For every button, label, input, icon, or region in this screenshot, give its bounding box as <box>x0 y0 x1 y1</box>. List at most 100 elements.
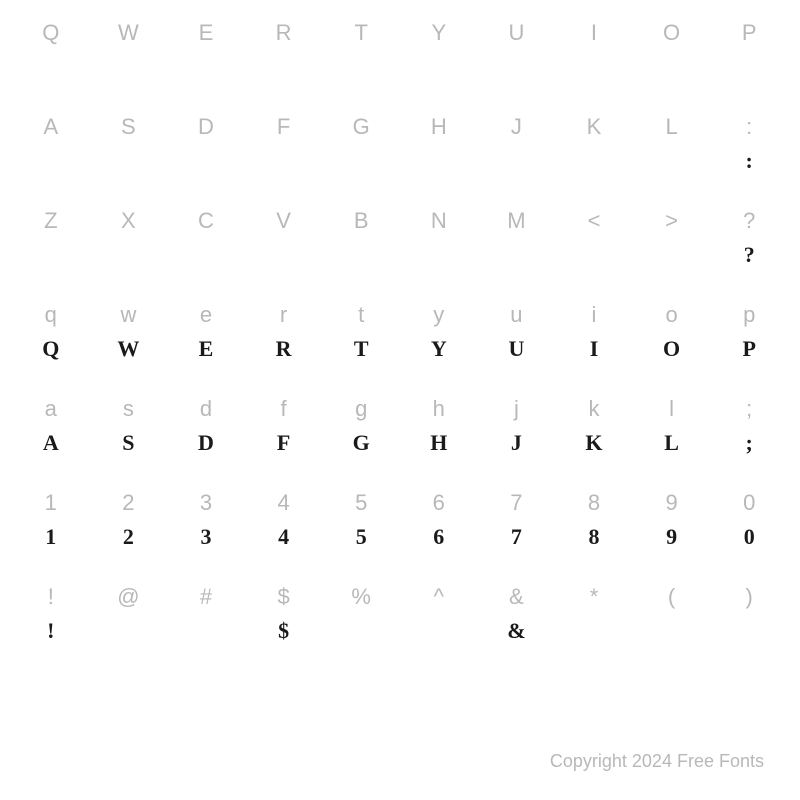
key-label: r <box>280 302 287 328</box>
key-label: O <box>663 20 680 46</box>
glyph: U <box>508 336 524 362</box>
key-label: J <box>511 114 522 140</box>
key-label: ! <box>48 584 54 610</box>
key-label: X <box>121 208 136 234</box>
key-row: qwertyuiop <box>0 288 800 332</box>
key-label: 8 <box>588 490 600 516</box>
glyph: I <box>590 336 599 362</box>
key-label: ( <box>668 584 675 610</box>
glyph: D <box>198 430 214 456</box>
key-label: 5 <box>355 490 367 516</box>
key-label: W <box>118 20 139 46</box>
key-label: Q <box>42 20 59 46</box>
glyph: 9 <box>666 524 677 550</box>
glyph: L <box>664 430 679 456</box>
glyph: ; <box>746 430 753 456</box>
key-label: s <box>123 396 134 422</box>
glyph: 4 <box>278 524 289 550</box>
glyph: T <box>354 336 369 362</box>
key-label: y <box>433 302 444 328</box>
key-label: < <box>588 208 601 234</box>
glyph-row: 1234567890 <box>0 520 800 568</box>
character-map: QWERTYUIOPASDFGHJKL::ZXCVBNM<>??qwertyui… <box>0 0 800 662</box>
glyph-row: ASDFGHJKL; <box>0 426 800 474</box>
key-label: l <box>669 396 674 422</box>
key-label: ^ <box>434 584 444 610</box>
key-label: V <box>276 208 291 234</box>
key-label: ) <box>746 584 753 610</box>
key-label: 9 <box>665 490 677 516</box>
key-label: w <box>120 302 136 328</box>
key-label: @ <box>117 584 139 610</box>
glyph: ? <box>744 242 755 268</box>
key-label: 4 <box>277 490 289 516</box>
key-row: Z X C V B N M < >? <box>0 194 800 238</box>
key-label: L <box>665 114 677 140</box>
glyph-row: ? <box>0 238 800 286</box>
key-label: H <box>431 114 447 140</box>
key-label: % <box>351 584 371 610</box>
key-label: Y <box>431 20 446 46</box>
glyph: : <box>746 148 753 174</box>
key-label: d <box>200 396 212 422</box>
glyph: 1 <box>45 524 56 550</box>
copyright-footer: Copyright 2024 Free Fonts <box>550 751 764 772</box>
key-label: G <box>353 114 370 140</box>
glyph: F <box>277 430 290 456</box>
key-label: I <box>591 20 597 46</box>
glyph: P <box>742 336 755 362</box>
key-label: T <box>354 20 367 46</box>
key-label: : <box>746 114 752 140</box>
key-label: k <box>588 396 599 422</box>
glyph: A <box>43 430 59 456</box>
key-label: * <box>590 584 599 610</box>
key-label: f <box>281 396 287 422</box>
key-label: o <box>665 302 677 328</box>
key-label: F <box>277 114 290 140</box>
glyph-row: !$& <box>0 614 800 662</box>
glyph: $ <box>278 618 289 644</box>
key-label: 2 <box>122 490 134 516</box>
glyph-row: : <box>0 144 800 192</box>
glyph: 7 <box>511 524 522 550</box>
key-label: B <box>354 208 369 234</box>
key-label: K <box>587 114 602 140</box>
key-label: U <box>508 20 524 46</box>
key-label: 6 <box>433 490 445 516</box>
key-label: P <box>742 20 757 46</box>
key-label: p <box>743 302 755 328</box>
key-label: q <box>45 302 57 328</box>
key-label: i <box>592 302 597 328</box>
glyph: S <box>122 430 134 456</box>
key-row: 1234567890 <box>0 476 800 520</box>
glyph: Q <box>42 336 59 362</box>
key-label: > <box>665 208 678 234</box>
glyph: E <box>199 336 214 362</box>
key-label: $ <box>277 584 289 610</box>
key-label: S <box>121 114 136 140</box>
key-label: 1 <box>45 490 57 516</box>
glyph: 0 <box>744 524 755 550</box>
key-label: A <box>43 114 58 140</box>
key-row: QWERTYUIOP <box>0 6 800 50</box>
key-label: h <box>433 396 445 422</box>
key-row: ASDFGHJKL: <box>0 100 800 144</box>
glyph: G <box>353 430 370 456</box>
glyph: ! <box>47 618 54 644</box>
key-label: N <box>431 208 447 234</box>
glyph: W <box>117 336 139 362</box>
key-label: R <box>276 20 292 46</box>
key-label: Z <box>44 208 57 234</box>
key-label: ; <box>746 396 752 422</box>
key-label: ? <box>743 208 755 234</box>
key-label: M <box>507 208 525 234</box>
key-label: # <box>200 584 212 610</box>
key-label: j <box>514 396 519 422</box>
key-label: C <box>198 208 214 234</box>
key-label: t <box>358 302 364 328</box>
glyph-row: QWERTYUIOP <box>0 332 800 380</box>
glyph: H <box>430 430 447 456</box>
glyph: 8 <box>588 524 599 550</box>
glyph: 3 <box>200 524 211 550</box>
key-label: g <box>355 396 367 422</box>
